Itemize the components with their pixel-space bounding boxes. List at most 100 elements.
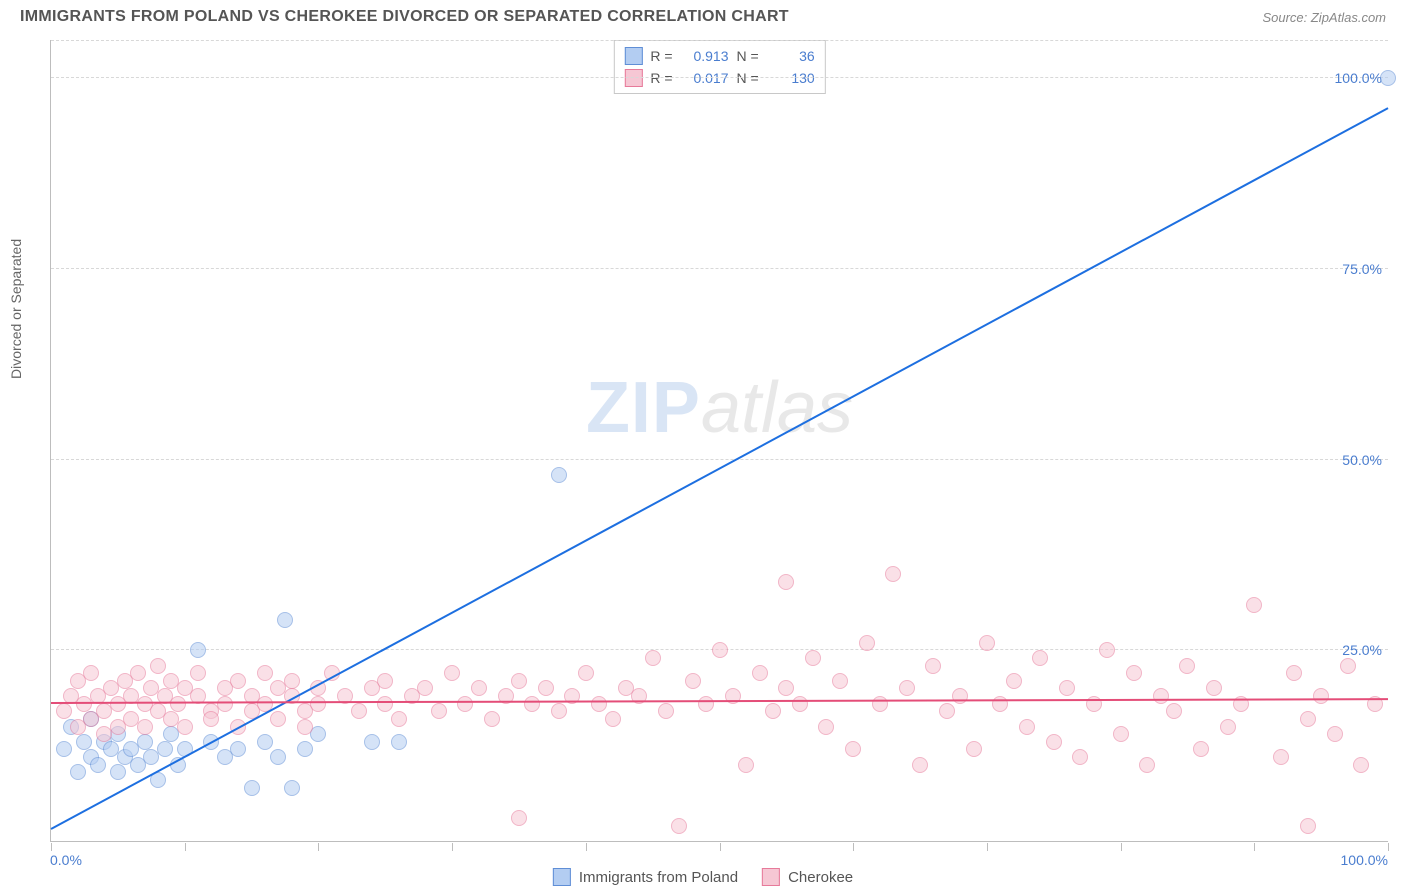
data-point-cherokee: [471, 680, 487, 696]
series-legend: Immigrants from PolandCherokee: [553, 868, 853, 886]
data-point-cherokee: [511, 810, 527, 826]
x-tick: [853, 843, 854, 851]
stats-row-poland: R =0.913N =36: [624, 45, 814, 67]
data-point-cherokee: [217, 696, 233, 712]
data-point-cherokee: [645, 650, 661, 666]
data-point-cherokee: [939, 703, 955, 719]
data-point-cherokee: [591, 696, 607, 712]
x-tick: [185, 843, 186, 851]
data-point-cherokee: [1220, 719, 1236, 735]
data-point-cherokee: [203, 711, 219, 727]
data-point-poland: [230, 741, 246, 757]
data-point-poland: [297, 741, 313, 757]
data-point-cherokee: [1019, 719, 1035, 735]
swatch-cherokee-icon: [762, 868, 780, 886]
gridline: [51, 268, 1388, 269]
r-label: R =: [650, 45, 672, 67]
data-point-poland: [257, 734, 273, 750]
data-point-cherokee: [177, 719, 193, 735]
data-point-cherokee: [270, 711, 286, 727]
data-point-cherokee: [818, 719, 834, 735]
r-value: 0.913: [681, 45, 729, 67]
data-point-cherokee: [885, 566, 901, 582]
data-point-cherokee: [1166, 703, 1182, 719]
legend-label: Immigrants from Poland: [579, 869, 738, 886]
data-point-cherokee: [137, 719, 153, 735]
data-point-cherokee: [1327, 726, 1343, 742]
legend-item-poland: Immigrants from Poland: [553, 868, 738, 886]
data-point-cherokee: [1179, 658, 1195, 674]
data-point-cherokee: [605, 711, 621, 727]
data-point-poland: [310, 726, 326, 742]
data-point-cherokee: [83, 665, 99, 681]
data-point-cherokee: [1099, 642, 1115, 658]
data-point-cherokee: [1300, 711, 1316, 727]
swatch-poland-icon: [553, 868, 571, 886]
data-point-cherokee: [150, 658, 166, 674]
data-point-poland: [277, 612, 293, 628]
data-point-poland: [1380, 70, 1396, 86]
data-point-cherokee: [685, 673, 701, 689]
data-point-cherokee: [859, 635, 875, 651]
x-tick: [1388, 843, 1389, 851]
data-point-cherokee: [1206, 680, 1222, 696]
x-tick: [318, 843, 319, 851]
x-axis-label-start: 0.0%: [50, 852, 82, 868]
data-point-cherokee: [444, 665, 460, 681]
data-point-cherokee: [966, 741, 982, 757]
data-point-cherokee: [431, 703, 447, 719]
data-point-cherokee: [190, 665, 206, 681]
stats-legend-box: R =0.913N =36R =0.017N =130: [613, 40, 825, 94]
data-point-poland: [244, 780, 260, 796]
data-point-cherokee: [1113, 726, 1129, 742]
data-point-cherokee: [1153, 688, 1169, 704]
data-point-cherokee: [698, 696, 714, 712]
data-point-cherokee: [1139, 757, 1155, 773]
trend-line-poland: [51, 107, 1389, 830]
data-point-cherokee: [1126, 665, 1142, 681]
x-axis-label-end: 100.0%: [1341, 852, 1388, 868]
data-point-cherokee: [952, 688, 968, 704]
data-point-cherokee: [832, 673, 848, 689]
data-point-cherokee: [1032, 650, 1048, 666]
data-point-poland: [76, 734, 92, 750]
x-tick: [586, 843, 587, 851]
x-tick: [51, 843, 52, 851]
data-point-cherokee: [1246, 597, 1262, 613]
y-tick-label: 100.0%: [1335, 70, 1382, 86]
data-point-cherokee: [765, 703, 781, 719]
data-point-poland: [270, 749, 286, 765]
data-point-poland: [364, 734, 380, 750]
data-point-cherokee: [979, 635, 995, 651]
data-point-cherokee: [992, 696, 1008, 712]
data-point-cherokee: [925, 658, 941, 674]
x-tick: [1254, 843, 1255, 851]
x-tick: [1121, 843, 1122, 851]
data-point-cherokee: [1286, 665, 1302, 681]
data-point-cherokee: [551, 703, 567, 719]
x-tick: [452, 843, 453, 851]
x-tick: [720, 843, 721, 851]
data-point-poland: [190, 642, 206, 658]
data-point-cherokee: [257, 665, 273, 681]
data-point-poland: [56, 741, 72, 757]
data-point-cherokee: [391, 711, 407, 727]
data-point-cherokee: [524, 696, 540, 712]
data-point-cherokee: [1072, 749, 1088, 765]
n-label: N =: [737, 45, 759, 67]
data-point-cherokee: [351, 703, 367, 719]
data-point-cherokee: [738, 757, 754, 773]
data-point-cherokee: [658, 703, 674, 719]
data-point-cherokee: [170, 696, 186, 712]
data-point-poland: [551, 467, 567, 483]
y-tick-label: 50.0%: [1342, 452, 1382, 468]
data-point-poland: [157, 741, 173, 757]
data-point-cherokee: [1313, 688, 1329, 704]
gridline: [51, 77, 1388, 78]
data-point-poland: [110, 764, 126, 780]
watermark: ZIPatlas: [586, 367, 853, 449]
data-point-cherokee: [538, 680, 554, 696]
data-point-cherokee: [912, 757, 928, 773]
data-point-poland: [137, 734, 153, 750]
chart-area: Divorced or Separated ZIPatlas R =0.913N…: [50, 40, 1388, 842]
